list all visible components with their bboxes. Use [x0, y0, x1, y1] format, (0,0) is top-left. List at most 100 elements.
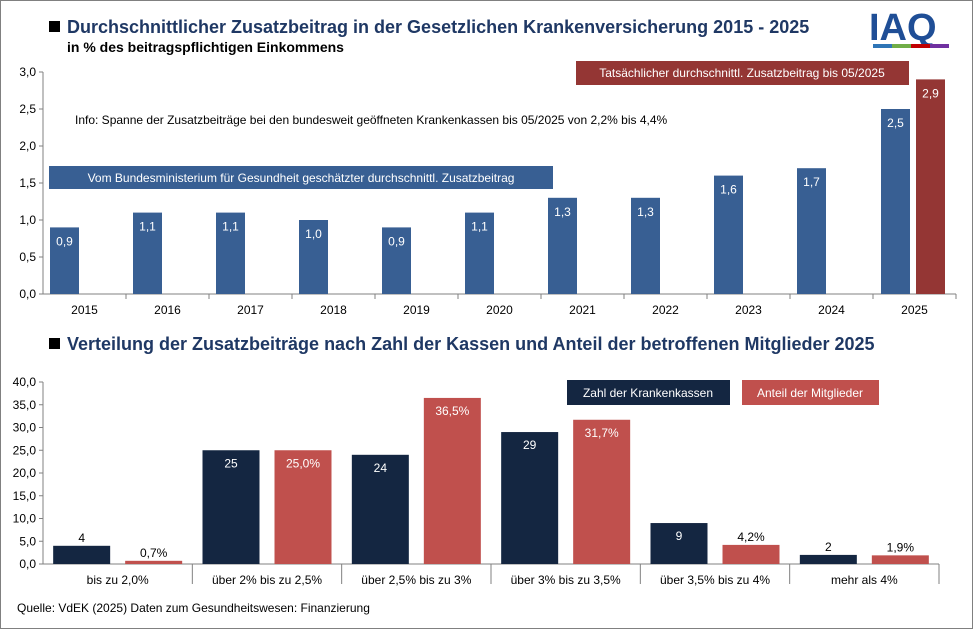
chart2-y-tick-label: 40,0: [13, 375, 37, 389]
chart2-x-tick-label: bis zu 2,0%: [87, 573, 149, 587]
chart2-bar-kassen: [202, 450, 260, 564]
chart2-y-tick-label: 30,0: [13, 421, 37, 435]
chart1-bar-estimated: [133, 212, 162, 294]
chart1-y-tick-label: 1,5: [19, 176, 36, 190]
legend-actual-box: [576, 61, 909, 85]
chart2-bar-label: 25,0%: [286, 456, 320, 470]
legend-mitglieder-box: [742, 380, 879, 405]
chart2-bar-label: 9: [676, 529, 683, 543]
logo-stripe: [911, 44, 930, 48]
chart1-bar-label: 1,3: [554, 205, 571, 219]
chart2-y-tick-label: 35,0: [13, 398, 37, 412]
chart2-x-tick-label: über 3,5% bis zu 4%: [660, 573, 770, 587]
iaq-logo: IAQ: [869, 7, 949, 49]
legend-estimated-label: Vom Bundesministerium für Gesundheit ges…: [88, 171, 515, 185]
chart1-bar-label: 0,9: [56, 234, 73, 248]
chart2-bar-mitglieder: [274, 450, 332, 564]
chart1-x-tick-label: 2015: [71, 303, 98, 317]
legend-kassen-box: [567, 380, 730, 405]
chart1-x-tick-label: 2019: [403, 303, 430, 317]
chart2-bar-label: 24: [374, 461, 388, 475]
chart1-x-tick-label: 2023: [735, 303, 762, 317]
title-bullet-1: [49, 21, 60, 32]
chart2-bar-label: 4: [78, 531, 85, 545]
chart1-x-tick-label: 2020: [486, 303, 513, 317]
chart1-bar-actual: [916, 79, 945, 295]
chart1-bar-label: 2,9: [922, 86, 939, 100]
chart1-y-tick-label: 1,0: [19, 213, 36, 227]
chart2-y-tick-label: 20,0: [13, 466, 37, 480]
chart1-bar-label: 1,1: [222, 220, 239, 234]
chart2-bar-label: 29: [523, 438, 537, 452]
chart2-x-tick-label: über 2% bis zu 2,5%: [212, 573, 322, 587]
chart1-x-tick-label: 2022: [652, 303, 679, 317]
chart2-bar-label: 31,7%: [585, 426, 619, 440]
chart1-bar-label: 0,9: [388, 234, 405, 248]
chart2-bar-kassen: [501, 432, 559, 564]
chart1-bar-estimated: [714, 175, 743, 294]
chart2-bar-mitglieder: [871, 555, 929, 564]
chart1-y-tick-label: 2,5: [19, 102, 36, 116]
logo-stripe: [873, 44, 892, 48]
chart1-annotation: Info: Spanne der Zusatzbeiträge bei den …: [75, 113, 668, 127]
chart2-y-tick-label: 0,0: [19, 557, 36, 571]
chart2-y-tick-label: 25,0: [13, 443, 37, 457]
chart1-bar-label: 1,3: [637, 205, 654, 219]
chart1-bar-estimated: [881, 109, 910, 294]
chart2-bar-label: 1,9%: [887, 540, 915, 554]
chart1-bar-estimated: [465, 212, 494, 294]
chart1-bar-label: 1,1: [139, 220, 156, 234]
chart1-y-tick-label: 2,0: [19, 139, 36, 153]
chart2-bar-label: 4,2%: [737, 530, 765, 544]
chart2-bar-label: 2: [825, 540, 832, 554]
chart2-plot: 0,0 5,0 10,0 15,0 20,0 25,0 30,0 35,0 40,0 bis zu…: [13, 375, 940, 587]
chart1-x-tick-label: 2016: [154, 303, 181, 317]
chart2-title: Verteilung der Zusatzbeiträge nach Zahl …: [67, 334, 875, 354]
chart1-bar-estimated: [548, 197, 577, 294]
logo-text: IAQ: [869, 7, 937, 49]
legend-actual-label: Tatsächlicher durchschnittl. Zusatzbeitr…: [599, 66, 885, 80]
legend-estimated-box: [49, 166, 553, 189]
chart1-x-tick-label: 2024: [818, 303, 845, 317]
chart2-bar-kassen: [799, 554, 857, 564]
chart2-bar-kassen: [53, 545, 111, 564]
chart1-x-tick-label: 2025: [901, 303, 928, 317]
chart1-bar-estimated: [216, 212, 245, 294]
chart2-bar-mitglieder: [722, 544, 780, 564]
chart2-x-tick-label: mehr als 4%: [831, 573, 898, 587]
chart1-y-tick-label: 3,0: [19, 65, 36, 79]
chart2-bar-label: 0,7%: [140, 546, 168, 560]
logo-stripe: [930, 44, 949, 48]
chart1-y-tick-label: 0,5: [19, 250, 36, 264]
chart1-bar-label: 1,7: [803, 175, 820, 189]
chart1-x-tick-label: 2021: [569, 303, 596, 317]
chart1-bar-estimated: [299, 220, 328, 294]
chart1-bar-label: 1,6: [720, 183, 737, 197]
chart2-y-tick-label: 10,0: [13, 512, 37, 526]
chart1-x-tick-label: 2018: [320, 303, 347, 317]
chart2-bar-kassen: [650, 523, 708, 564]
chart1-bar-label: 2,5: [887, 116, 904, 130]
legend-mitglieder-label: Anteil der Mitglieder: [757, 386, 863, 400]
chart1-bar-estimated: [797, 168, 826, 294]
chart1-bar-label: 1,0: [305, 227, 322, 241]
chart1-subtitle: in % des beitragspflichtigen Einkommens: [67, 39, 344, 55]
logo-stripe: [892, 44, 911, 48]
chart1-bar-estimated: [382, 227, 411, 294]
chart2-bar-mitglieder: [573, 419, 631, 564]
chart2-y-tick-label: 5,0: [19, 534, 36, 548]
chart1-bar-label: 1,1: [471, 220, 488, 234]
chart2-bar-mitglieder: [125, 560, 183, 564]
chart2-bar-kassen: [351, 454, 409, 564]
chart1-bar-estimated: [631, 197, 660, 294]
chart2-x-tick-label: über 2,5% bis zu 3%: [361, 573, 471, 587]
chart1-x-tick-label: 2017: [237, 303, 264, 317]
chart2-bar-mitglieder: [423, 397, 481, 564]
chart2-y-tick-label: 15,0: [13, 489, 37, 503]
chart2-x-tick-label: über 3% bis zu 3,5%: [511, 573, 621, 587]
chart1-bar-estimated: [50, 227, 79, 294]
chart1-title: Durchschnittlicher Zusatzbeitrag in der …: [67, 17, 809, 37]
chart2-bar-label: 36,5%: [435, 404, 469, 418]
